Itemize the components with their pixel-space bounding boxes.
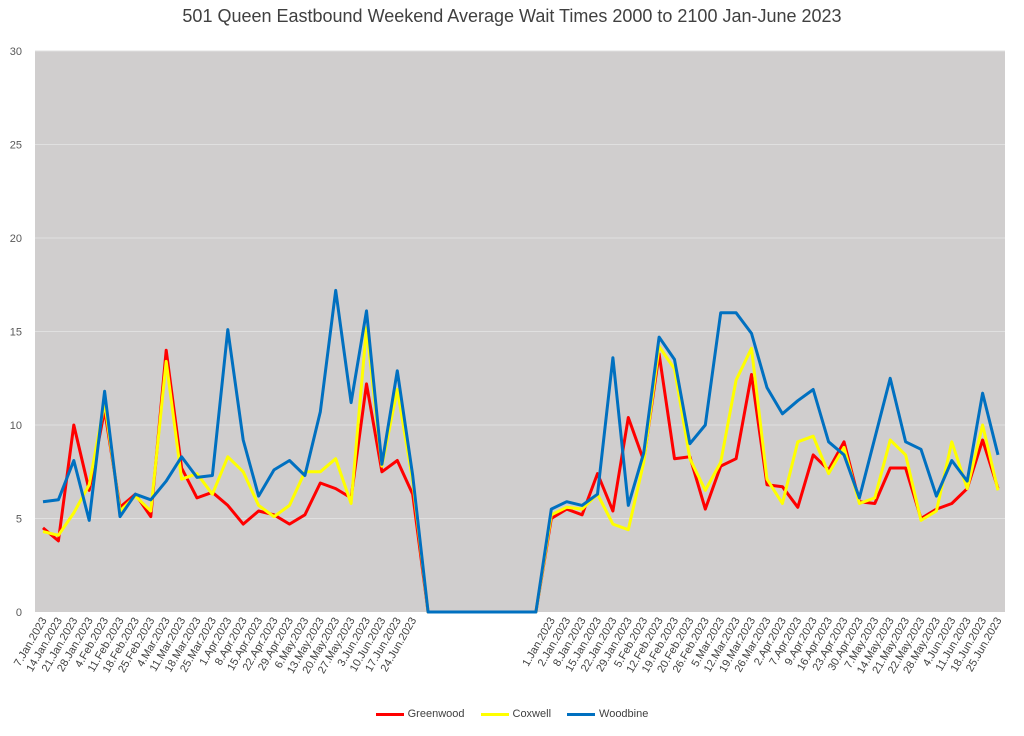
y-tick-label: 25 [10,140,22,152]
legend: Greenwood Coxwell Woodbine [0,708,1024,720]
legend-label: Greenwood [407,708,465,720]
legend-label: Woodbine [599,708,649,720]
y-tick-label: 15 [10,327,22,339]
gridlines [35,50,1005,519]
series-lines [42,288,1000,614]
legend-item-woodbine: Woodbine [567,708,648,720]
y-tick-label: 0 [16,607,22,619]
legend-item-coxwell: Coxwell [480,708,552,720]
legend-swatch [567,712,596,716]
legend-swatch [375,712,404,716]
chart-title: 501 Queen Eastbound Weekend Average Wait… [182,6,842,26]
series-line-woodbine [42,288,1000,614]
y-tick-label: 30 [10,46,22,58]
y-tick-label: 20 [10,233,22,245]
y-axis: 0 5 10 15 20 25 30 [10,46,22,619]
legend-item-greenwood: Greenwood [375,708,465,720]
legend-swatch [480,712,509,716]
x-axis: 7.Jan.202314.Jan.202321.Jan.202328.Jan.2… [12,616,1005,676]
y-tick-label: 5 [16,514,22,526]
legend-label: Coxwell [512,708,552,720]
y-tick-label: 10 [10,420,22,432]
